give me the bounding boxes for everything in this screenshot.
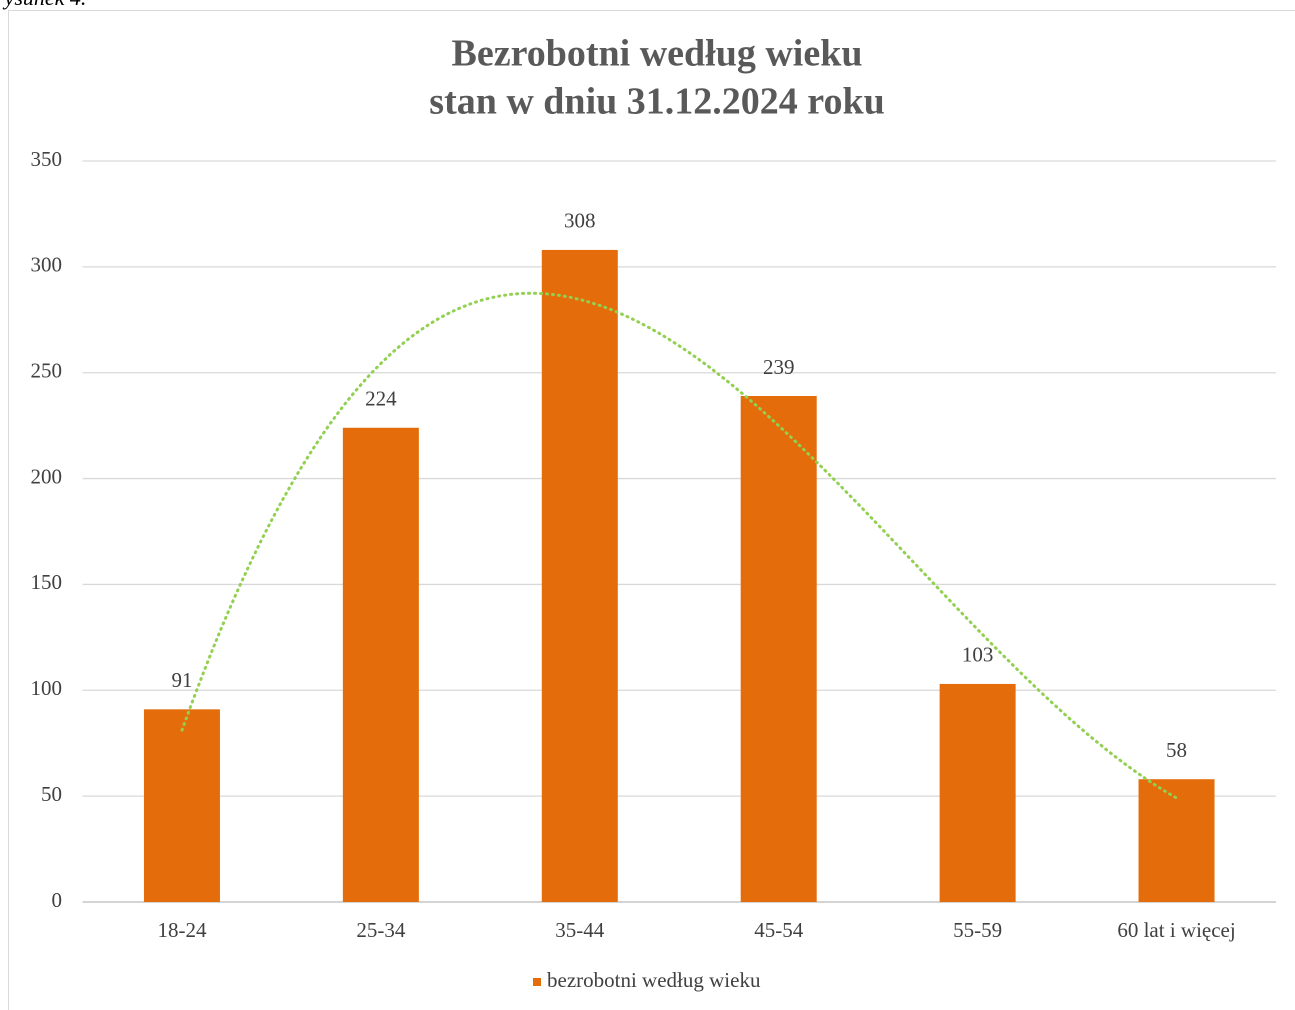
- data-label: 239: [763, 355, 795, 379]
- data-label: 58: [1166, 738, 1187, 762]
- data-label: 224: [365, 387, 397, 411]
- x-tick-label: 18-24: [157, 918, 206, 942]
- bar: [342, 427, 419, 902]
- bar: [939, 683, 1016, 902]
- trendline: [180, 291, 1178, 800]
- x-tick-label: 45-54: [754, 918, 803, 942]
- legend-label: bezrobotni według wieku: [547, 968, 761, 992]
- y-tick-label: 200: [31, 464, 63, 488]
- bar: [740, 396, 817, 902]
- y-tick-label: 50: [41, 782, 62, 806]
- y-tick-label: 150: [31, 570, 63, 594]
- data-label: 103: [962, 643, 994, 667]
- chart-title: Bezrobotni według wieku: [451, 33, 862, 75]
- legend-swatch: [533, 978, 541, 986]
- chart-frame: [8, 10, 1295, 1010]
- x-tick-label: 60 lat i więcej: [1117, 918, 1235, 942]
- bar: [1138, 779, 1215, 902]
- x-tick-label: 35-44: [555, 918, 604, 942]
- y-tick-label: 0: [52, 888, 63, 912]
- bar: [541, 249, 618, 903]
- chart-subtitle: stan w dniu 31.12.2024 roku: [429, 81, 884, 123]
- y-tick-label: 250: [31, 359, 63, 383]
- data-label: 91: [171, 668, 192, 692]
- x-tick-label: 55-59: [953, 918, 1002, 942]
- x-tick-label: 25-34: [356, 918, 405, 942]
- y-tick-label: 300: [31, 253, 63, 277]
- y-tick-label: 350: [31, 147, 63, 171]
- caption: rysunek 4.: [0, 0, 86, 10]
- bar: [143, 709, 220, 902]
- y-tick-label: 100: [31, 676, 63, 700]
- data-label: 308: [564, 209, 596, 233]
